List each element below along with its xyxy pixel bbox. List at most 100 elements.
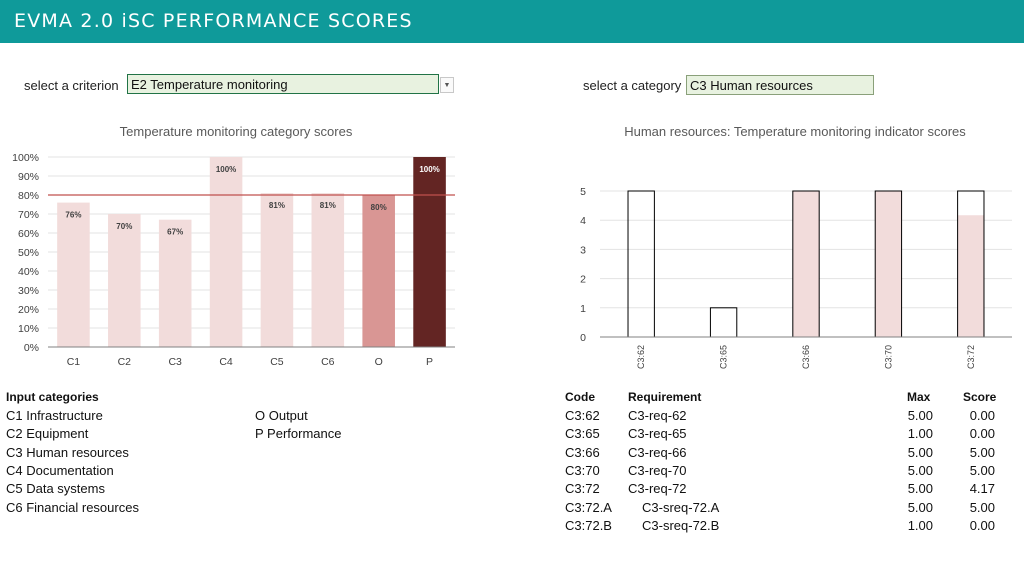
input-category-item: C5 Data systems bbox=[6, 481, 105, 497]
x-tick-label: C3:62 bbox=[636, 345, 646, 369]
requirement-cell: C3-req-65 bbox=[628, 426, 687, 442]
criterion-select[interactable]: E2 Temperature monitoring bbox=[127, 74, 439, 94]
page-title: EVMA 2.0 iSC PERFORMANCE SCORES bbox=[14, 10, 413, 32]
requirement-cell: C3-req-72 bbox=[628, 481, 687, 497]
table-row: C3:70 C3-req-70 5.00 5.00 bbox=[560, 463, 1000, 481]
data-label: 100% bbox=[419, 165, 439, 174]
x-tick-label: C2 bbox=[118, 356, 132, 368]
max-cell: 1.00 bbox=[907, 426, 933, 442]
chevron-down-icon[interactable]: ▼ bbox=[440, 77, 454, 93]
y-tick-label: 80% bbox=[18, 190, 39, 202]
y-tick-label: 4 bbox=[580, 215, 586, 227]
score-cell: 4.17 bbox=[969, 481, 995, 497]
data-label: 81% bbox=[269, 201, 285, 210]
input-category-item: C1 Infrastructure bbox=[6, 408, 103, 423]
y-tick-label: 10% bbox=[18, 323, 39, 335]
table-row: C3:65 C3-req-65 1.00 0.00 bbox=[560, 426, 1000, 444]
data-label: 76% bbox=[65, 211, 81, 220]
code-cell: C3:66 bbox=[565, 444, 600, 460]
code-cell: C3:72.A bbox=[565, 499, 612, 515]
max-cell: 1.00 bbox=[907, 517, 933, 533]
x-tick-label: C5 bbox=[270, 356, 284, 368]
requirement-cell: C3-req-70 bbox=[628, 462, 687, 478]
x-tick-label: C3:72 bbox=[966, 345, 976, 369]
table-row: C3:72 C3-req-72 5.00 4.17 bbox=[560, 481, 1000, 499]
header-bar: EVMA 2.0 iSC PERFORMANCE SCORES bbox=[0, 0, 1024, 43]
y-tick-label: 70% bbox=[18, 209, 39, 221]
y-tick-label: 5 bbox=[580, 186, 586, 198]
col-header-max: Max bbox=[907, 390, 931, 404]
requirement-cell: C3-sreq-72.A bbox=[642, 499, 720, 515]
bar bbox=[260, 193, 294, 347]
input-categories-heading: Input categories bbox=[6, 390, 99, 404]
category-chart-title: Temperature monitoring category scores bbox=[119, 124, 353, 139]
input-category-item: C4 Documentation bbox=[6, 462, 114, 478]
table-row: C3:62 C3-req-62 5.00 0.00 bbox=[560, 408, 1000, 426]
max-cell: 5.00 bbox=[907, 408, 933, 423]
score-cell: 0.00 bbox=[969, 426, 995, 442]
x-tick-label: C3 bbox=[168, 356, 182, 368]
max-cell: 5.00 bbox=[907, 444, 933, 460]
x-tick-label: O bbox=[375, 356, 383, 368]
data-label: 81% bbox=[320, 201, 336, 210]
x-tick-label: C3:65 bbox=[719, 345, 729, 369]
col-header-code: Code bbox=[565, 390, 595, 404]
code-cell: C3:72.B bbox=[565, 517, 612, 533]
y-tick-label: 90% bbox=[18, 171, 39, 183]
y-tick-label: 0% bbox=[24, 342, 39, 354]
requirement-cell: C3-sreq-72.B bbox=[642, 517, 720, 533]
y-tick-label: 3 bbox=[580, 244, 586, 256]
code-cell: C3:65 bbox=[565, 426, 600, 442]
score-bar bbox=[875, 191, 902, 337]
max-cell: 5.00 bbox=[907, 499, 933, 515]
table-row: C3:72.B C3-sreq-72.B 1.00 0.00 bbox=[560, 518, 1000, 536]
bar bbox=[209, 157, 243, 347]
col-header-score: Score bbox=[963, 390, 997, 404]
code-cell: C3:70 bbox=[565, 462, 600, 478]
code-cell: C3:62 bbox=[565, 408, 600, 423]
x-tick-label: C4 bbox=[219, 356, 233, 368]
x-tick-label: C3:70 bbox=[883, 345, 893, 369]
bar bbox=[108, 214, 141, 347]
score-cell: 5.00 bbox=[969, 444, 995, 460]
input-category-item: C3 Human resources bbox=[6, 444, 129, 460]
score-cell: 5.00 bbox=[969, 499, 995, 515]
output-category-item: P Performance bbox=[255, 426, 342, 442]
category-select[interactable]: C3 Human resources bbox=[686, 75, 874, 95]
y-tick-label: 50% bbox=[18, 247, 39, 259]
y-tick-label: 30% bbox=[18, 285, 39, 297]
col-header-requirement: Requirement bbox=[628, 390, 702, 404]
y-tick-label: 20% bbox=[18, 304, 39, 316]
y-tick-label: 1 bbox=[580, 303, 586, 315]
bar bbox=[311, 193, 345, 347]
data-label: 80% bbox=[371, 203, 387, 212]
bar bbox=[57, 202, 90, 347]
score-bar bbox=[957, 215, 984, 337]
input-category-item: C6 Financial resources bbox=[6, 499, 139, 515]
score-cell: 0.00 bbox=[969, 408, 995, 423]
code-cell: C3:72 bbox=[565, 481, 600, 497]
input-category-item: C2 Equipment bbox=[6, 426, 89, 442]
score-cell: 5.00 bbox=[969, 462, 995, 478]
y-tick-label: 2 bbox=[580, 274, 586, 286]
max-bar bbox=[627, 190, 655, 338]
y-tick-label: 0 bbox=[580, 332, 586, 344]
max-bar bbox=[709, 307, 738, 338]
bar bbox=[158, 219, 192, 347]
y-tick-label: 40% bbox=[18, 266, 39, 278]
requirement-cell: C3-req-62 bbox=[628, 408, 687, 423]
category-select-label: select a category bbox=[583, 78, 682, 93]
table-row: C3:72.A C3-sreq-72.A 5.00 5.00 bbox=[560, 500, 1000, 518]
score-bar bbox=[792, 191, 820, 337]
y-tick-label: 100% bbox=[12, 152, 39, 164]
x-tick-label: C3:66 bbox=[801, 345, 811, 369]
data-label: 67% bbox=[167, 228, 183, 237]
x-tick-label: P bbox=[426, 356, 433, 368]
y-tick-label: 60% bbox=[18, 228, 39, 240]
data-label: 70% bbox=[116, 222, 132, 231]
bar bbox=[362, 195, 395, 347]
bar bbox=[413, 157, 446, 347]
data-label: 100% bbox=[216, 165, 236, 174]
requirement-cell: C3-req-66 bbox=[628, 444, 687, 460]
